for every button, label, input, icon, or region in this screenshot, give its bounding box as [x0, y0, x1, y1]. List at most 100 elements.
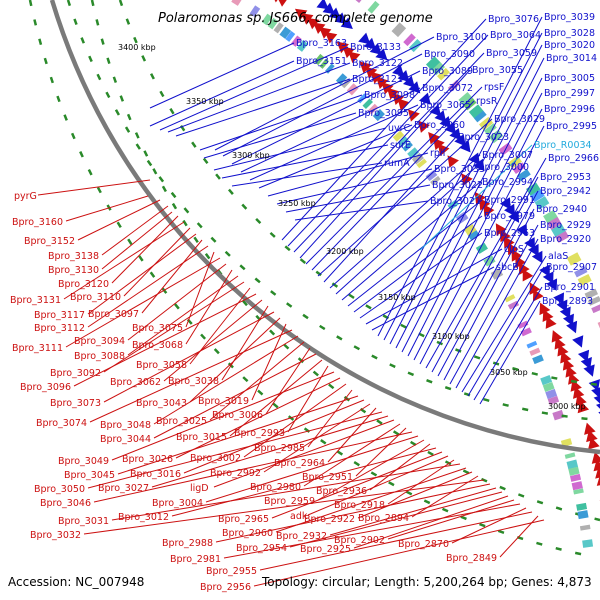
reverse-gene-label: Bpro_3058 [136, 360, 187, 371]
feature-block [577, 273, 592, 286]
reverse-callout-line [307, 455, 449, 516]
reverse-gene-label: Bpro_2955 [206, 566, 257, 577]
callout-lines [37, 16, 547, 587]
forward-callout-line [203, 112, 357, 159]
forward-gene-label: Bpro_2963 [484, 228, 535, 239]
forward-gene-label: Bpro_3095 [358, 108, 409, 119]
feature-block [569, 473, 582, 482]
reverse-gene-label: Bpro_3075 [132, 323, 183, 334]
reverse-gene-label: Bpro_3046 [40, 498, 91, 509]
reverse-gene-label: Bpro_3073 [50, 398, 101, 409]
feature-block [267, 17, 279, 30]
forward-callout-line [353, 215, 483, 313]
reverse-callout-line [65, 195, 149, 222]
reverse-callout-line [355, 427, 407, 477]
reverse-gene-arrow [584, 422, 596, 435]
reverse-gene-label: Bpro_3068 [132, 340, 183, 351]
forward-gene-label: Bpro_3028 [544, 28, 595, 39]
reverse-gene-label: Bpro_3088 [74, 351, 125, 362]
reverse-callout-line [153, 353, 317, 439]
forward-gene-label: Bpro_3007 [482, 150, 533, 161]
feature-block [473, 110, 487, 123]
reverse-gene-label: Bpro_2981 [170, 554, 221, 565]
forward-callout-line [222, 53, 423, 157]
reverse-gene-arrow [495, 223, 507, 236]
forward-callout-line [401, 77, 543, 353]
feature-block [517, 169, 531, 182]
feature-block [273, 22, 284, 34]
feature-block [576, 502, 588, 511]
reverse-gene-arrow [575, 393, 587, 407]
reverse-callout-line [209, 341, 305, 421]
reverse-callout-line [103, 311, 275, 403]
reverse-gene-label: Bpro_3044 [100, 434, 151, 445]
reverse-gene-label: Bpro_3031 [58, 516, 109, 527]
reverse-callout-line [123, 227, 191, 297]
forward-gene-label: Bpro_2997 [544, 88, 595, 99]
feature-block [542, 381, 555, 392]
reverse-gene-arrow [407, 109, 420, 122]
reverse-gene-label: pyrG [14, 191, 37, 202]
reverse-gene-arrow [572, 386, 585, 399]
reverse-callout-line [205, 435, 419, 503]
reverse-gene-label: Bpro_3006 [212, 410, 263, 421]
reverse-gene-label: Bpro_3038 [168, 376, 219, 387]
accession-text: Accession: NC_007948 [8, 575, 144, 589]
forward-gene-label: Bpro_2940 [536, 204, 587, 215]
forward-callout-line [293, 52, 485, 253]
feature-block [534, 196, 550, 210]
forward-callout-line [231, 162, 383, 187]
forward-callout-line [467, 266, 545, 397]
reverse-callout-line [357, 471, 473, 519]
forward-gene-arrow [524, 237, 535, 250]
forward-callout-line [305, 86, 483, 265]
forward-gene-label: uvrC [388, 123, 411, 134]
feature-block [552, 409, 565, 421]
reverse-gene-label: Bpro_2894 [358, 513, 409, 524]
reverse-gene-label: Bpro_3096 [20, 382, 71, 393]
feature-block [285, 31, 296, 42]
forward-gene-arrow [375, 48, 388, 61]
feature-block [566, 252, 582, 266]
forward-callout-line [258, 124, 413, 189]
feature-block [543, 209, 558, 224]
scale-tick-labels: 3400 kbp 3350 kbp 3300 kbp 3250 kbp 3200 kbp… [118, 43, 586, 411]
feature-block [574, 266, 588, 278]
forward-callout-line [281, 18, 487, 241]
reverse-gene-label: Bpro_3045 [64, 470, 115, 481]
feature-block [397, 136, 410, 148]
reverse-callout-line [87, 245, 209, 328]
forward-gene-arrow [580, 357, 592, 370]
feature-block [425, 170, 438, 182]
forward-gene-arrow [528, 243, 539, 257]
forward-gene-label: rpsR [476, 96, 498, 107]
reverse-gene-label: Bpro_3111 [12, 343, 63, 354]
reverse-gene-label: Bpro_3112 [34, 323, 85, 334]
feature-block [335, 73, 348, 85]
forward-callout-line [425, 157, 547, 369]
reverse-gene-label: Bpro_3074 [36, 418, 87, 429]
feature-block [577, 510, 589, 520]
reverse-gene-label: Bpro_3049 [58, 456, 109, 467]
feature-block [560, 438, 573, 447]
reverse-callout-line [329, 487, 497, 536]
feature-block [504, 294, 516, 303]
reverse-gene-arrow [307, 17, 320, 30]
reverse-gene-label: Bpro_3130 [48, 265, 99, 276]
forward-gene-label: Bpro_2920 [540, 234, 591, 245]
reverse-gene-label: Bpro_3092 [50, 368, 101, 379]
forward-gene-arrow [562, 313, 574, 327]
feature-block [571, 481, 583, 491]
reverse-callout-line [93, 431, 413, 503]
feature-block [582, 539, 594, 548]
reverse-gene-label: Bpro_3152 [24, 236, 75, 247]
reverse-gene-label: Bpro_3027 [98, 483, 149, 494]
forward-gene-label: Bpro_3033 [434, 164, 485, 175]
forward-gene-arrow [340, 17, 353, 30]
reverse-gene-label: Bpro_3117 [34, 310, 85, 321]
inner-dash-ring [66, 0, 600, 422]
reverse-gene-label: Bpro_2960 [222, 528, 273, 539]
reverse-gene-label: Bpro_2985 [254, 443, 305, 454]
forward-gene-arrow [566, 320, 578, 334]
feature-block [408, 39, 423, 53]
